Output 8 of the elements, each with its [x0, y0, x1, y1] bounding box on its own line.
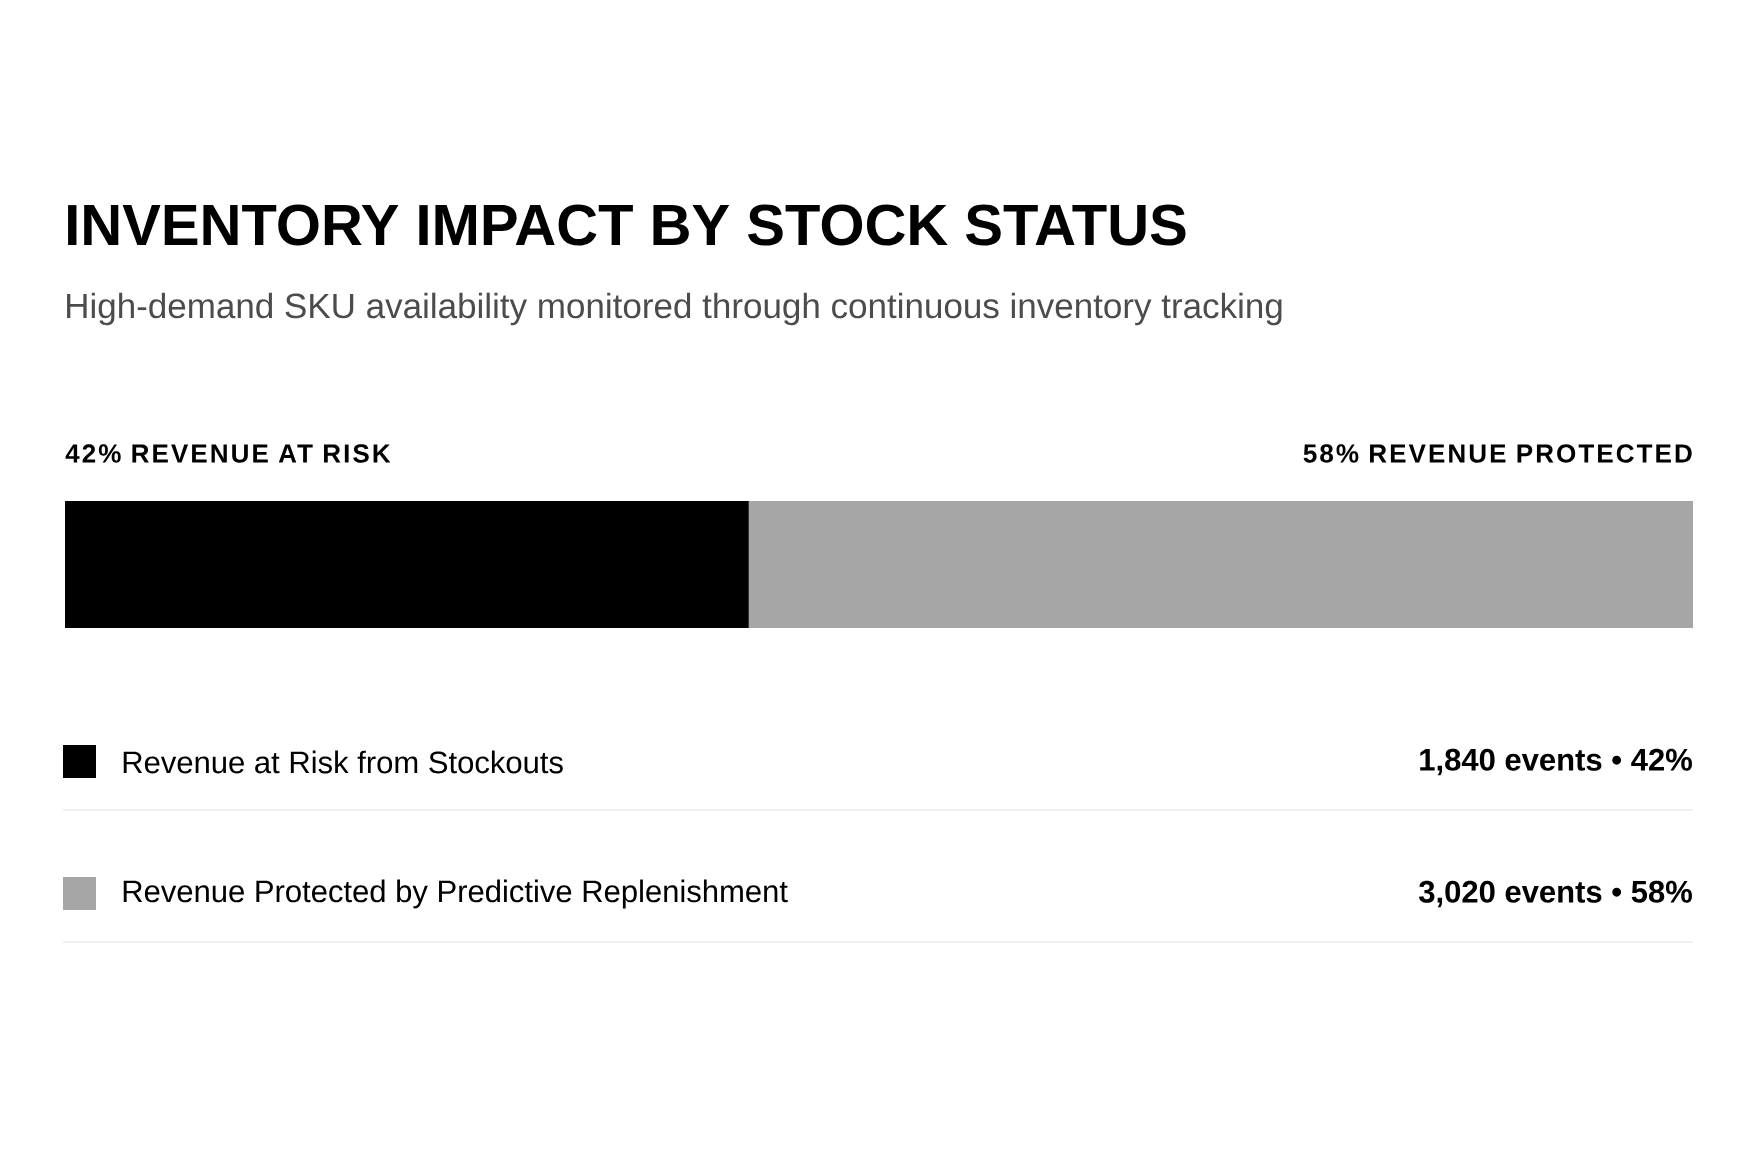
- legend-label: Revenue Protected by Predictive Replenishment: [123, 879, 788, 909]
- legend-label: Revenue at Risk from Stockouts: [123, 750, 563, 774]
- text: 58% REVENUE PROTECTED: [1303, 444, 1692, 463]
- chart-title: INVENTORY IMPACT BY STOCK STATUS: [68, 204, 1186, 246]
- text: 3,020 events • 58%: [1418, 880, 1692, 908]
- text: 42% REVENUE AT RISK: [65, 444, 391, 463]
- chart-subtitle: High-demand SKU availability monitored through continuous inventory tracking: [67, 292, 1282, 326]
- text: 1,840 events • 42%: [1420, 748, 1692, 776]
